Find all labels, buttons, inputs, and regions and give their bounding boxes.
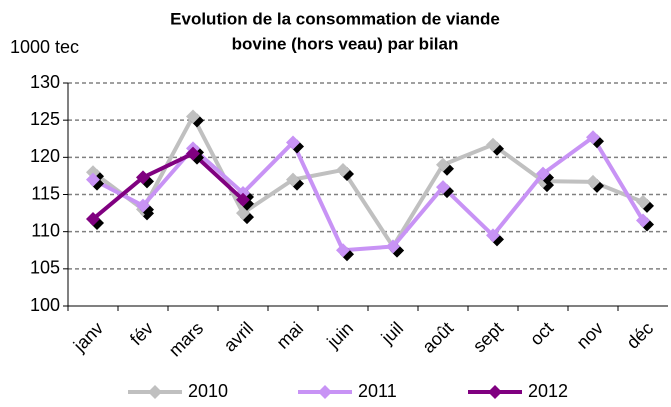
marker-point xyxy=(586,130,600,145)
y-tick-label: 105 xyxy=(30,258,60,278)
marker-point xyxy=(86,212,100,227)
marker-point xyxy=(186,109,200,124)
x-tick-label: déc xyxy=(623,318,658,353)
legend-label: 2012 xyxy=(528,381,568,401)
marker xyxy=(586,174,604,193)
x-tick-label: août xyxy=(418,318,457,357)
marker xyxy=(436,157,454,176)
chart-title: Evolution de la consommation de viande xyxy=(170,9,500,28)
marker-point xyxy=(486,228,500,243)
marker xyxy=(286,135,304,154)
marker xyxy=(286,172,304,191)
marker-point xyxy=(186,146,200,161)
x-tick-label: juin xyxy=(323,318,358,353)
marker-point xyxy=(136,198,150,213)
x-tick-label: nov xyxy=(573,318,608,353)
y-tick-label: 110 xyxy=(31,220,60,240)
legend-label: 2011 xyxy=(358,381,397,401)
marker xyxy=(586,130,604,149)
marker-point xyxy=(286,172,300,187)
y-tick-label: 100 xyxy=(30,295,60,315)
marker-point xyxy=(436,157,450,172)
x-tick-label: mai xyxy=(273,318,308,353)
marker-point xyxy=(336,162,350,177)
marker xyxy=(336,162,354,181)
y-tick-label: 130 xyxy=(30,72,60,92)
marker-point xyxy=(436,180,450,195)
x-tick-label: janv xyxy=(69,318,107,356)
y-tick-label: 125 xyxy=(30,109,60,129)
marker xyxy=(86,212,104,231)
marker-point xyxy=(586,174,600,189)
legend-marker xyxy=(318,385,332,399)
marker-point xyxy=(86,165,100,180)
marker xyxy=(336,243,354,262)
x-tick-label: avril xyxy=(220,318,257,355)
marker xyxy=(136,198,154,217)
series-line xyxy=(91,151,245,221)
series-line xyxy=(91,114,644,249)
y-axis-label: 1000 tec xyxy=(10,37,79,57)
marker-point xyxy=(86,172,100,187)
x-tick-label: mars xyxy=(165,318,207,360)
legend-marker xyxy=(488,385,502,399)
legend-marker xyxy=(148,385,162,399)
marker xyxy=(136,170,154,189)
marker xyxy=(436,180,454,199)
marker-point xyxy=(236,192,250,207)
marker-point xyxy=(536,166,550,181)
marker xyxy=(236,192,254,211)
chart-title: bovine (hors veau) par bilan xyxy=(232,34,459,53)
marker-point xyxy=(636,213,650,228)
x-tick-label: juil xyxy=(377,318,407,348)
marker xyxy=(536,166,554,185)
marker xyxy=(636,213,654,232)
marker-point xyxy=(636,194,650,209)
marker xyxy=(86,172,104,191)
marker-point xyxy=(286,135,300,150)
marker xyxy=(186,109,204,128)
y-tick-label: 115 xyxy=(31,183,60,203)
x-tick-label: oct xyxy=(526,318,557,349)
marker-point xyxy=(136,170,150,185)
x-tick-label: sept xyxy=(469,318,507,356)
marker-point xyxy=(386,239,400,254)
marker xyxy=(486,137,504,156)
y-tick-label: 120 xyxy=(30,146,60,166)
marker xyxy=(386,239,404,258)
legend-label: 2010 xyxy=(188,381,228,401)
marker xyxy=(636,194,654,213)
marker xyxy=(486,228,504,247)
marker-point xyxy=(486,137,500,152)
marker xyxy=(186,146,204,165)
marker-point xyxy=(336,243,350,258)
x-tick-label: fév xyxy=(126,318,157,349)
